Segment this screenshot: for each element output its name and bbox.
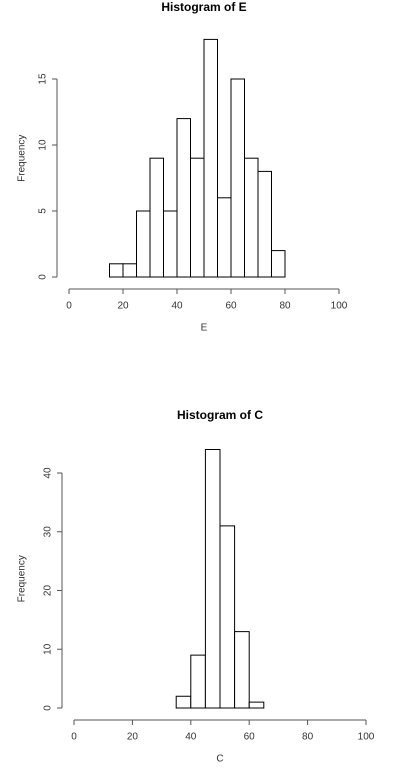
x-tick-label: 100 [331, 301, 348, 312]
bar [136, 210, 151, 278]
bar [175, 695, 192, 709]
y-axis-label: Frequency [17, 555, 28, 602]
y-tick-label: 10 [38, 139, 49, 151]
x-axis-label: C [216, 754, 223, 765]
bar [149, 157, 164, 278]
bar [204, 449, 221, 709]
x-axis-label: E [201, 323, 208, 334]
y-tick-label: 10 [43, 643, 54, 655]
x-tick-label: 80 [302, 732, 314, 743]
x-tick-label: 40 [171, 301, 183, 312]
bar [234, 631, 250, 709]
bar [203, 38, 218, 278]
chart-title: Histogram of C [177, 408, 263, 422]
bar [190, 157, 205, 278]
bar [219, 525, 236, 709]
y-tick-label: 30 [43, 526, 54, 538]
y-tick-label: 0 [38, 274, 49, 280]
x-tick-label: 0 [66, 301, 72, 312]
y-axis-label: Frequency [17, 135, 28, 182]
bar [257, 170, 272, 278]
x-tick-label: 0 [71, 732, 77, 743]
y-tick-label: 0 [43, 705, 54, 711]
y-tick-label: 20 [43, 585, 54, 597]
x-tick-label: 80 [279, 301, 291, 312]
x-tick-label: 40 [185, 732, 197, 743]
chart-title: Histogram of E [161, 0, 246, 14]
bar [244, 157, 259, 278]
y-tick-label: 15 [38, 73, 49, 85]
bar [122, 263, 137, 278]
x-tick-label: 20 [127, 732, 139, 743]
x-tick-label: 100 [358, 732, 375, 743]
bar [109, 263, 124, 278]
bar [248, 701, 265, 709]
x-tick-label: 20 [117, 301, 129, 312]
bar [271, 250, 286, 278]
bar [163, 210, 178, 278]
bar [190, 654, 206, 709]
bar [176, 118, 191, 278]
x-tick-label: 60 [225, 301, 237, 312]
bar [217, 197, 232, 278]
y-tick-label: 40 [43, 467, 54, 479]
y-tick-label: 5 [38, 208, 49, 214]
bar [230, 78, 245, 278]
x-tick-label: 60 [244, 732, 256, 743]
